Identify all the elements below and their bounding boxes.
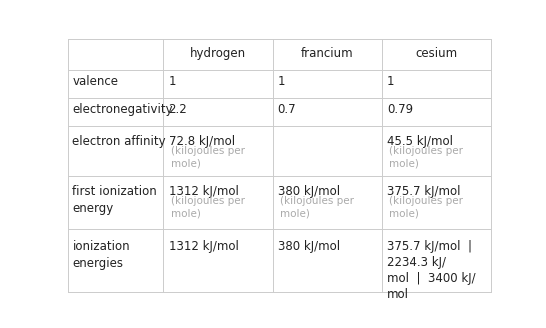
Text: francium: francium: [301, 47, 353, 60]
Text: 2.2: 2.2: [169, 103, 187, 116]
Text: (kilojoules per
mole): (kilojoules per mole): [171, 196, 245, 218]
Text: cesium: cesium: [416, 47, 458, 60]
Text: 380 kJ/mol: 380 kJ/mol: [278, 240, 340, 253]
Text: 1: 1: [169, 75, 176, 88]
Text: (kilojoules per
mole): (kilojoules per mole): [280, 196, 354, 218]
Text: 1312 kJ/mol: 1312 kJ/mol: [169, 240, 239, 253]
Text: first ionization
energy: first ionization energy: [73, 185, 157, 215]
Text: 72.8 kJ/mol: 72.8 kJ/mol: [169, 135, 235, 148]
Text: electronegativity: electronegativity: [73, 103, 173, 116]
Text: (kilojoules per
mole): (kilojoules per mole): [389, 196, 463, 218]
Text: (kilojoules per
mole): (kilojoules per mole): [389, 146, 463, 168]
Text: (kilojoules per
mole): (kilojoules per mole): [171, 146, 245, 168]
Text: 0.7: 0.7: [278, 103, 296, 116]
Text: electron affinity: electron affinity: [73, 135, 166, 148]
Text: valence: valence: [73, 75, 118, 88]
Text: 1312 kJ/mol: 1312 kJ/mol: [169, 185, 239, 198]
Text: 375.7 kJ/mol  |
2234.3 kJ/
mol  |  3400 kJ/
mol: 375.7 kJ/mol | 2234.3 kJ/ mol | 3400 kJ/…: [387, 240, 476, 301]
Text: ionization
energies: ionization energies: [73, 240, 130, 270]
Text: 1: 1: [278, 75, 285, 88]
Text: 45.5 kJ/mol: 45.5 kJ/mol: [387, 135, 453, 148]
Text: hydrogen: hydrogen: [190, 47, 246, 60]
Text: 375.7 kJ/mol: 375.7 kJ/mol: [387, 185, 460, 198]
Text: 1: 1: [387, 75, 394, 88]
Text: 0.79: 0.79: [387, 103, 413, 116]
Text: 380 kJ/mol: 380 kJ/mol: [278, 185, 340, 198]
